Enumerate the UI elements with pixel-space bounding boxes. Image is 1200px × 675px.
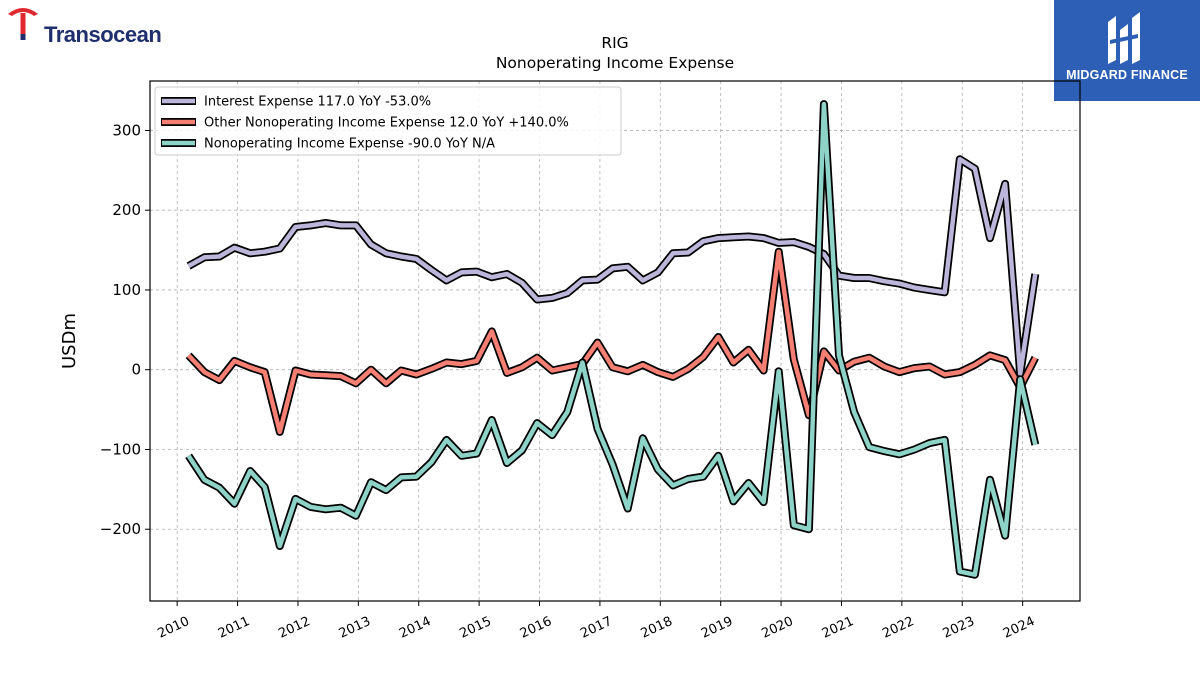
transocean-logo-text: Transocean (44, 22, 162, 47)
x-tick-label: 2018 (639, 614, 675, 642)
x-tick-label: 2017 (578, 614, 614, 642)
chart-subtitle: Nonoperating Income Expense (496, 54, 734, 72)
transocean-t-mark-icon (8, 8, 38, 40)
x-tick-label: 2011 (216, 614, 252, 642)
legend-label: Interest Expense 117.0 YoY -53.0% (204, 95, 431, 110)
legend: Interest Expense 117.0 YoY -53.0% Other N… (154, 86, 622, 156)
series-line-1 (187, 156, 1038, 376)
series-layer (185, 100, 1040, 579)
legend-label: Nonoperating Income Expense -90.0 YoY N/… (204, 137, 495, 152)
axes: −200 −100 0 100 200 300 2010 2011 2012 2013 2014 20… (100, 121, 1038, 641)
series-outline-2 (185, 247, 1039, 436)
x-tick-label: 2023 (941, 614, 977, 642)
legend-box (154, 86, 622, 156)
y-tick-label: 300 (112, 121, 141, 139)
y-tick-label: 100 (112, 281, 141, 299)
x-tick-label: 2015 (457, 614, 493, 642)
series-outline-3 (185, 100, 1040, 579)
x-tick-label: 2019 (699, 614, 735, 642)
transocean-logo: Transocean (6, 4, 186, 47)
y-axis-label: USDm (59, 313, 80, 369)
series-line-3 (186, 101, 1038, 577)
x-tick-label: 2012 (276, 614, 312, 642)
midgard-finance-logo: MIDGARD FINANCE (1054, 0, 1200, 101)
y-tick-label: 200 (112, 201, 141, 219)
plot-frame (149, 80, 1081, 602)
x-tick-label: 2022 (880, 614, 916, 642)
midgard-finance-logo-text: MIDGARD FINANCE (1066, 68, 1188, 82)
x-tick-label: 2024 (1001, 614, 1037, 642)
midgard-emblem-icon (1108, 12, 1140, 64)
y-tick-label: −100 (100, 440, 141, 458)
legend-label: Other Nonoperating Income Expense 12.0 Y… (204, 116, 569, 131)
x-tick-label: 2021 (820, 614, 856, 642)
x-tick-label: 2010 (156, 614, 192, 642)
series-line-2 (186, 249, 1038, 435)
x-tick-label: 2020 (759, 614, 795, 642)
x-tick-label: 2013 (337, 614, 373, 642)
x-tick-label: 2014 (397, 614, 433, 642)
y-tick-label: 0 (131, 361, 141, 379)
chart-title: RIG (601, 34, 628, 52)
y-tick-label: −200 (100, 520, 141, 538)
x-tick-label: 2016 (518, 614, 554, 642)
